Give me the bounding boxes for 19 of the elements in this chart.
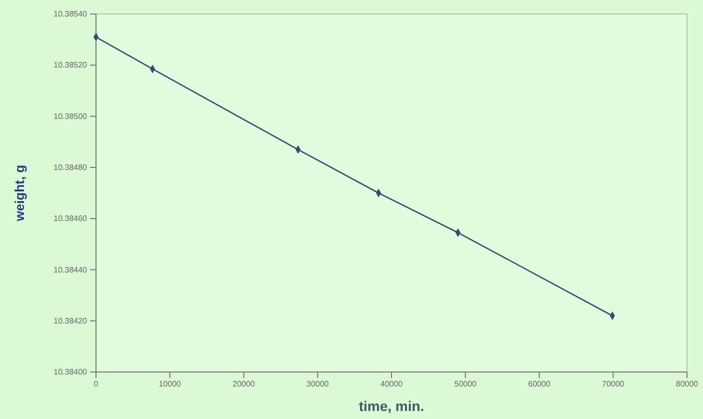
x-tick-label: 20000 (232, 380, 256, 389)
x-axis-title: time, min. (358, 398, 424, 414)
x-tick-label: 80000 (676, 380, 699, 389)
y-tick-label: 10.38500 (54, 112, 88, 121)
x-tick-label: 0 (94, 380, 99, 389)
x-tick-label: 30000 (306, 380, 330, 389)
x-tick-label: 70000 (602, 380, 625, 389)
y-tick-label: 10.38440 (54, 265, 88, 274)
x-tick-label: 50000 (454, 380, 478, 389)
y-tick-label: 10.38400 (54, 368, 88, 377)
x-tick-label: 60000 (528, 380, 551, 389)
y-tick-label: 10.38520 (54, 60, 88, 70)
y-tick-label: 10.38480 (54, 162, 88, 172)
x-tick-label: 10000 (158, 380, 182, 389)
x-tick-label: 40000 (380, 380, 404, 389)
y-axis-title: weight, g (12, 164, 27, 222)
y-tick-label: 10.38540 (54, 10, 88, 19)
y-tick-label: 10.38460 (54, 214, 88, 224)
y-tick-label: 10.38420 (54, 316, 88, 326)
